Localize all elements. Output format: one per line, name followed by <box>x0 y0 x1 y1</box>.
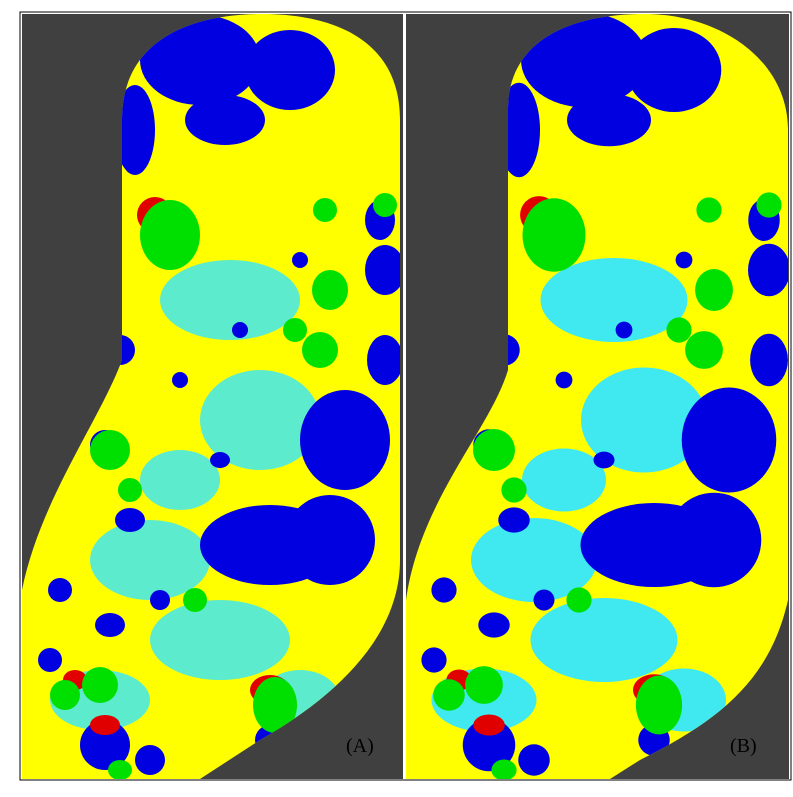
segment-region <box>90 520 210 600</box>
segment-region <box>523 198 586 272</box>
segment-region <box>756 192 781 217</box>
segment-region <box>140 450 220 510</box>
segment-region <box>636 676 682 735</box>
segment-region <box>695 269 733 311</box>
segment-region <box>245 30 335 110</box>
segment-region <box>676 252 693 269</box>
segment-region <box>150 590 170 610</box>
segment-region <box>594 452 615 469</box>
segment-region <box>473 429 515 471</box>
segment-region <box>50 680 80 710</box>
segment-region <box>285 495 375 585</box>
segment-region <box>498 507 530 532</box>
segment-region <box>491 760 516 781</box>
segment-region <box>750 334 788 387</box>
segment-region <box>150 600 290 680</box>
segment-region <box>373 193 397 217</box>
segment-region <box>118 478 142 502</box>
segment-region <box>160 260 300 340</box>
segment-region <box>518 744 550 776</box>
segment-region <box>48 578 72 602</box>
figure: (A) (B) <box>0 0 793 792</box>
segment-region <box>302 332 338 368</box>
segment-region <box>38 648 62 672</box>
segment-region <box>627 28 722 112</box>
segment-region <box>473 715 505 736</box>
segment-region <box>90 430 130 470</box>
segment-region <box>421 647 446 672</box>
segment-region <box>478 612 510 637</box>
segment-region <box>685 331 723 369</box>
segment-region <box>172 372 188 388</box>
segment-region <box>534 590 555 611</box>
segment-region <box>431 577 456 602</box>
segment-region <box>292 252 308 268</box>
segment-region <box>616 322 633 339</box>
segment-region <box>95 613 125 637</box>
panel-label: (B) <box>730 735 757 757</box>
segment-region <box>232 322 248 338</box>
segment-region <box>556 372 573 389</box>
segment-region <box>300 390 390 490</box>
segment-region <box>135 745 165 775</box>
segment-region <box>283 318 307 342</box>
segment-region <box>313 198 337 222</box>
segment-region <box>433 679 465 711</box>
segment-region <box>541 258 688 342</box>
segment-region <box>465 666 503 704</box>
segment-region <box>682 388 777 493</box>
segment-region <box>522 449 606 512</box>
segment-region <box>531 598 678 682</box>
segment-region <box>210 452 230 468</box>
segment-region <box>567 94 651 147</box>
segment-region <box>115 508 145 532</box>
segment-region <box>748 244 790 297</box>
segment-region <box>367 335 403 385</box>
segment-region <box>90 715 120 735</box>
segment-region <box>667 493 762 588</box>
panel-label: (A) <box>346 735 374 757</box>
segment-region <box>185 95 265 145</box>
segment-region <box>183 588 207 612</box>
segment-region <box>566 587 591 612</box>
segment-region <box>696 197 721 222</box>
segment-region <box>666 317 691 342</box>
segment-region <box>108 760 132 780</box>
segment-region <box>365 245 405 295</box>
segment-region <box>501 477 526 502</box>
segment-region <box>82 667 118 703</box>
segment-region <box>312 270 348 310</box>
segment-region <box>140 200 200 270</box>
